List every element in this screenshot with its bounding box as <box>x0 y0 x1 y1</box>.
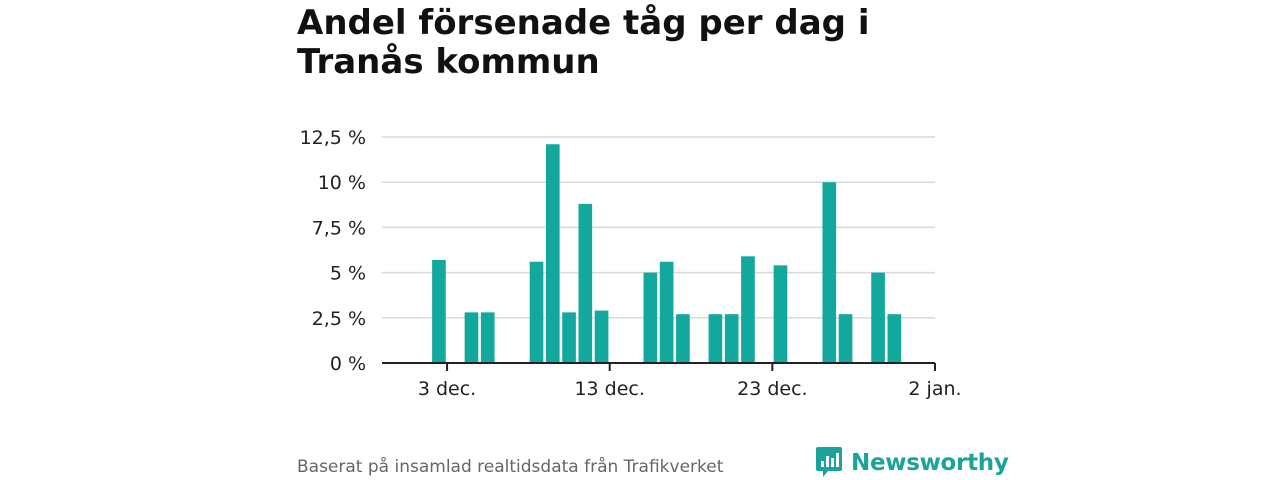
brand-name: Newsworthy <box>851 450 1009 476</box>
x-axis <box>382 362 936 371</box>
y-tick-label: 0 % <box>330 353 366 375</box>
bar <box>773 265 788 363</box>
bar <box>822 182 837 363</box>
y-axis-labels: 0 % 2,5 % 5 % 7,5 % 10 % 12,5 % <box>300 127 366 375</box>
bar <box>643 272 658 363</box>
gridlines <box>382 136 935 319</box>
x-tick-label: 2 jan. <box>908 378 961 400</box>
bars <box>432 144 902 363</box>
y-tick-label: 12,5 % <box>300 127 366 149</box>
bar <box>578 203 593 363</box>
x-axis-labels: 3 dec. 13 dec. 23 dec. 2 jan. <box>418 378 962 400</box>
newsworthy-logo: Newsworthy <box>815 446 1009 480</box>
x-tick-label: 23 dec. <box>737 378 807 400</box>
y-tick-label: 7,5 % <box>312 217 366 239</box>
source-note: Baserat på insamlad realtidsdata från Tr… <box>297 457 724 477</box>
bar <box>659 261 674 363</box>
bar <box>871 272 885 363</box>
bar <box>708 314 723 363</box>
bar <box>529 261 544 363</box>
chart-title: Andel försenade tåg per dag i Tranås kom… <box>297 3 870 82</box>
bar <box>562 312 576 363</box>
bar <box>594 310 609 363</box>
bar <box>887 314 902 363</box>
y-tick-label: 10 % <box>318 172 366 194</box>
x-tick-label: 13 dec. <box>574 378 644 400</box>
newsworthy-icon <box>816 447 842 477</box>
y-tick-label: 2,5 % <box>312 308 366 330</box>
bar <box>480 312 495 363</box>
bar <box>741 256 755 363</box>
bar <box>676 314 690 363</box>
bar <box>724 314 739 363</box>
bar <box>838 314 853 363</box>
bar <box>545 144 560 363</box>
x-tick-label: 3 dec. <box>418 378 476 400</box>
y-tick-label: 5 % <box>330 263 366 285</box>
bar <box>464 312 479 363</box>
bar <box>432 259 446 363</box>
